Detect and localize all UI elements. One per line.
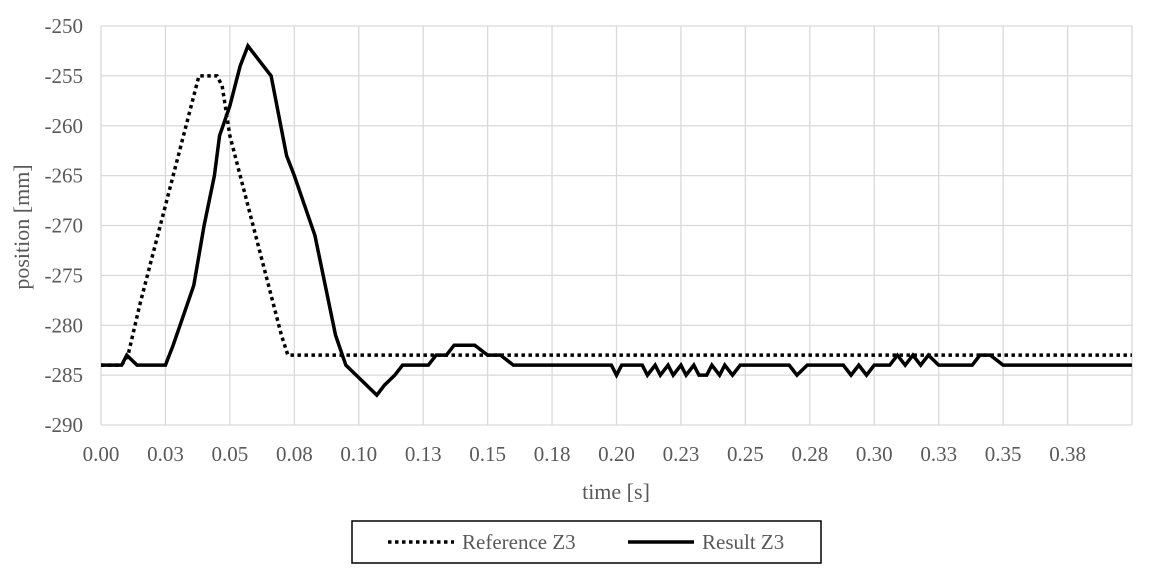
x-tick-label: 0.18 xyxy=(534,442,571,466)
legend-label-result: Result Z3 xyxy=(702,530,784,554)
x-tick-label: 0.10 xyxy=(340,442,377,466)
x-tick-label: 0.38 xyxy=(1049,442,1086,466)
x-tick-label: 0.20 xyxy=(598,442,635,466)
legend-label-reference: Reference Z3 xyxy=(462,530,576,554)
x-axis-label: time [s] xyxy=(582,479,650,504)
series-line-result xyxy=(101,42,1132,398)
x-tick-label: 0.35 xyxy=(985,442,1022,466)
x-tick-label: 0.23 xyxy=(663,442,700,466)
x-tick-label: 0.05 xyxy=(212,442,249,466)
y-tick-label: -275 xyxy=(45,263,84,287)
x-tick-label: 0.33 xyxy=(920,442,957,466)
y-tick-label: -290 xyxy=(45,413,84,437)
x-tick-label: 0.00 xyxy=(83,442,120,466)
x-axis-ticks: 0.00 0.03 0.05 0.08 0.10 0.13 0.15 0.18 0.20 0.23… xyxy=(83,442,1086,466)
y-axis-label: position [mm] xyxy=(9,164,34,289)
x-tick-label: 0.03 xyxy=(147,442,184,466)
gridlines xyxy=(100,25,1133,426)
y-tick-label: -260 xyxy=(45,114,84,138)
x-tick-label: 0.25 xyxy=(727,442,764,466)
series-lines xyxy=(101,42,1132,398)
x-tick-label: 0.13 xyxy=(405,442,442,466)
y-tick-label: -270 xyxy=(45,214,84,238)
x-tick-label: 0.28 xyxy=(791,442,828,466)
legend-box xyxy=(351,520,822,564)
y-tick-label: -285 xyxy=(45,363,84,387)
series-line-reference xyxy=(101,74,1132,367)
legend: Reference Z3 Result Z3 xyxy=(351,520,822,564)
y-tick-label: -250 xyxy=(45,14,84,38)
y-tick-label: -280 xyxy=(45,313,84,337)
y-axis-ticks: -250 -255 -260 -265 -270 -275 -280 -285 -290 xyxy=(45,14,84,437)
y-tick-label: -255 xyxy=(45,64,84,88)
x-tick-label: 0.30 xyxy=(856,442,893,466)
y-tick-label: -265 xyxy=(45,164,84,188)
x-tick-label: 0.15 xyxy=(469,442,506,466)
x-tick-label: 0.08 xyxy=(276,442,313,466)
